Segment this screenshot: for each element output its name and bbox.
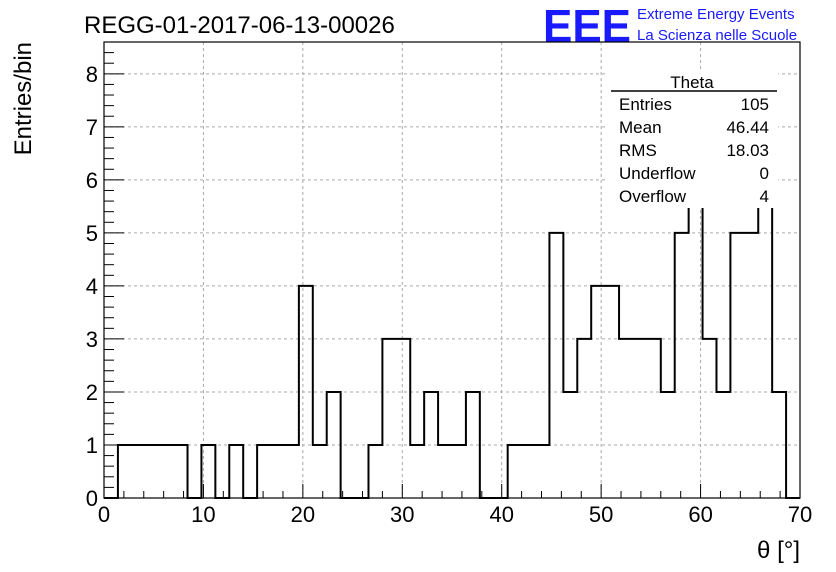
chart-title: REGG-01-2017-06-13-00026 [84, 12, 395, 39]
x-tick-label: 50 [589, 502, 613, 527]
y-tick-label: 8 [86, 62, 98, 87]
stats-label-rms: RMS [619, 141, 657, 160]
x-tick-label: 70 [788, 502, 812, 527]
stats-label-mean: Mean [619, 118, 662, 137]
x-tick-label: 60 [688, 502, 712, 527]
stats-box: Theta Entries 105 Mean 46.44 RMS 18.03 U… [606, 70, 778, 208]
stats-value-underflow: 0 [760, 164, 769, 183]
y-tick-label: 0 [86, 486, 98, 511]
y-tick-label: 6 [86, 168, 98, 193]
stats-value-rms: 18.03 [726, 141, 769, 160]
x-tick-label: 40 [489, 502, 513, 527]
x-tick-label: 30 [390, 502, 414, 527]
stats-box-title: Theta [670, 73, 714, 92]
plot-frame [103, 41, 801, 499]
logo-line-2: La Scienza nelle Scuole [637, 27, 797, 44]
stats-value-mean: 46.44 [726, 118, 769, 137]
y-tick-label: 2 [86, 380, 98, 405]
stats-box-background [606, 70, 778, 208]
x-tick-label: 10 [191, 502, 215, 527]
y-tick-label: 4 [86, 274, 98, 299]
eee-logo: EEE Extreme Energy Events La Scienza nel… [543, 0, 797, 52]
stats-label-underflow: Underflow [619, 164, 696, 183]
logo-mark: EEE [543, 0, 631, 52]
stats-rows: Entries 105 Mean 46.44 RMS 18.03 Underfl… [619, 95, 769, 206]
x-axis: 0 10 20 30 40 50 60 70 [98, 484, 812, 527]
stats-label-overflow: Overflow [619, 187, 687, 206]
y-axis-label: Entries/bin [10, 42, 37, 155]
stats-value-entries: 105 [741, 95, 769, 114]
x-tick-label: 20 [291, 502, 315, 527]
stats-value-overflow: 4 [760, 187, 769, 206]
y-axis: 0 1 2 3 4 5 6 7 8 [86, 52, 124, 511]
y-tick-label: 1 [86, 433, 98, 458]
logo-line-1: Extreme Energy Events [637, 6, 795, 23]
x-axis-label: θ [°] [757, 537, 800, 564]
x-tick-label: 0 [98, 502, 110, 527]
y-tick-label: 7 [86, 115, 98, 140]
y-tick-label: 5 [86, 221, 98, 246]
stats-label-entries: Entries [619, 95, 672, 114]
y-tick-label: 3 [86, 327, 98, 352]
